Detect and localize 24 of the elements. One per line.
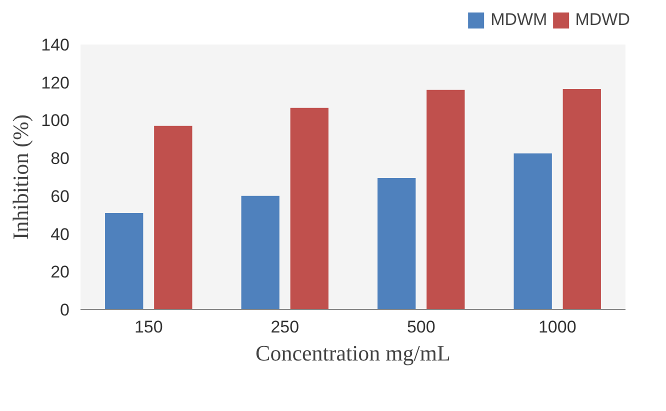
bar [562, 88, 601, 310]
x-tick-label: 150 [134, 318, 163, 336]
x-tick-label: 1000 [538, 318, 576, 336]
bar [378, 178, 416, 310]
y-tick-label: 140 [41, 36, 70, 54]
y-tick-label: 80 [50, 149, 70, 168]
y-tick-label: 40 [50, 224, 70, 244]
y-axis-title: Inhibition (%) [8, 114, 34, 240]
y-tick-label: 120 [41, 73, 70, 92]
x-tick-label: 250 [270, 318, 300, 336]
y-tick-label: 20 [50, 262, 70, 282]
x-axis-title: Concentration mg/mL [256, 340, 450, 366]
y-tick-label: 0 [60, 300, 70, 320]
legend-label: MDWM [490, 10, 548, 30]
bar [514, 153, 552, 310]
bar [290, 108, 328, 310]
bar [426, 90, 465, 310]
y-tick-label: 60 [50, 186, 70, 206]
y-tick-label: 100 [41, 111, 70, 130]
bar [154, 126, 192, 310]
legend-label: MDWD [575, 10, 630, 30]
bar [105, 212, 144, 310]
bar [241, 196, 280, 310]
x-tick-label: 500 [406, 318, 436, 336]
